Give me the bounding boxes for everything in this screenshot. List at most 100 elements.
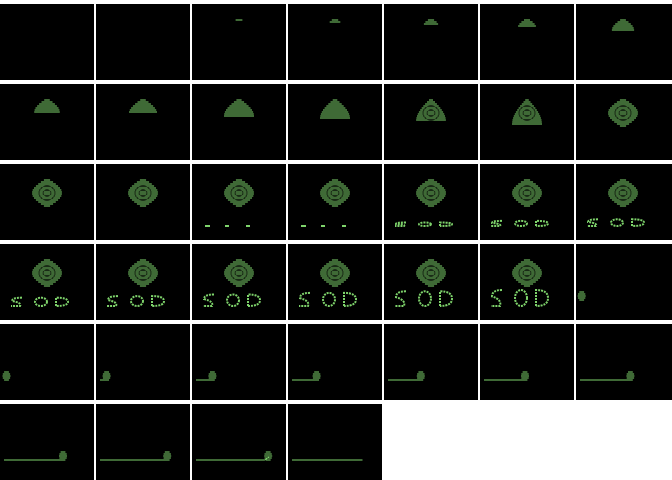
frame-canvas bbox=[388, 371, 425, 381]
animation-frame bbox=[576, 324, 672, 400]
animation-frame bbox=[288, 324, 382, 400]
frame-canvas bbox=[129, 99, 157, 113]
orb-sprite bbox=[320, 179, 350, 207]
orb-sprite bbox=[320, 99, 350, 119]
frame-canvas bbox=[611, 19, 635, 31]
frame-canvas bbox=[4, 451, 67, 461]
letters-sprite bbox=[10, 296, 70, 307]
ball-sprite bbox=[208, 371, 217, 381]
orb-sprite bbox=[32, 259, 62, 287]
letters-sprite bbox=[490, 219, 550, 227]
animation-frame bbox=[480, 244, 574, 320]
animation-frame bbox=[96, 324, 190, 400]
animation-frame bbox=[384, 164, 478, 240]
animation-frame bbox=[0, 404, 94, 480]
ball-sprite bbox=[577, 291, 586, 301]
orb-sprite bbox=[320, 259, 350, 287]
frame-canvas bbox=[608, 99, 638, 127]
animation-frame bbox=[96, 404, 190, 480]
orb-sprite bbox=[416, 259, 446, 287]
frame-canvas bbox=[298, 259, 358, 307]
animation-frame bbox=[384, 324, 478, 400]
orb-sprite bbox=[329, 19, 341, 23]
frame-canvas bbox=[292, 371, 321, 381]
frame-canvas bbox=[484, 371, 529, 381]
orb-sprite bbox=[512, 259, 542, 287]
frame-canvas bbox=[10, 259, 70, 307]
ball-sprite bbox=[59, 451, 67, 461]
orb-sprite bbox=[512, 99, 542, 125]
animation-frame bbox=[480, 324, 574, 400]
frame-canvas bbox=[394, 259, 454, 307]
frame-canvas bbox=[518, 19, 536, 27]
animation-frame bbox=[480, 4, 574, 80]
animation-frame bbox=[480, 84, 574, 160]
orb-sprite bbox=[224, 179, 254, 207]
orb-sprite bbox=[32, 179, 62, 207]
animation-frame bbox=[96, 84, 190, 160]
letters-sprite bbox=[394, 290, 454, 307]
frame-canvas bbox=[580, 371, 635, 381]
orb-sprite bbox=[512, 179, 542, 207]
animation-frame bbox=[0, 164, 94, 240]
frame-canvas bbox=[301, 179, 350, 227]
animation-frame bbox=[288, 164, 382, 240]
ball-sprite bbox=[626, 371, 635, 381]
letters-sprite bbox=[106, 295, 166, 308]
frame-canvas bbox=[96, 4, 190, 80]
frame-canvas bbox=[100, 371, 111, 381]
frame-canvas bbox=[416, 99, 446, 121]
ball-sprite bbox=[2, 371, 11, 381]
frame-canvas bbox=[100, 451, 172, 461]
animation-frame bbox=[384, 4, 478, 80]
frame-canvas bbox=[292, 459, 363, 461]
animation-frame bbox=[192, 84, 286, 160]
animation-frame bbox=[192, 324, 286, 400]
animation-frame bbox=[192, 244, 286, 320]
orb-sprite bbox=[608, 99, 638, 127]
animation-frame bbox=[384, 244, 478, 320]
frame-canvas bbox=[196, 451, 273, 461]
animation-frame bbox=[576, 164, 672, 240]
frame-canvas bbox=[320, 99, 350, 119]
letters-sprite bbox=[394, 221, 454, 228]
animation-frame bbox=[0, 84, 94, 160]
animation-frame bbox=[96, 164, 190, 240]
frame-canvas bbox=[0, 4, 94, 80]
frame-canvas bbox=[224, 99, 254, 117]
orb-sprite bbox=[129, 99, 157, 113]
frame-canvas bbox=[586, 179, 646, 227]
orb-sprite bbox=[224, 259, 254, 287]
frame-canvas bbox=[106, 259, 166, 308]
animation-frame bbox=[96, 244, 190, 320]
animation-frame bbox=[0, 244, 94, 320]
animation-frame bbox=[0, 4, 94, 80]
animation-frame bbox=[192, 4, 286, 80]
ball-sprite bbox=[521, 371, 529, 381]
frame-canvas bbox=[512, 99, 542, 125]
letters-sprite bbox=[202, 293, 262, 308]
animation-frame bbox=[96, 4, 190, 80]
animation-frame bbox=[0, 324, 94, 400]
frame-canvas bbox=[128, 179, 158, 207]
ball-sprite bbox=[416, 371, 425, 381]
orb-sprite bbox=[518, 19, 536, 27]
animation-frame bbox=[576, 84, 672, 160]
frame-canvas bbox=[205, 179, 254, 227]
frame-canvas bbox=[32, 179, 62, 207]
frame-canvas bbox=[490, 179, 550, 227]
orb-sprite bbox=[128, 259, 158, 287]
animation-frame bbox=[288, 404, 382, 480]
orb-sprite bbox=[423, 19, 439, 25]
letters-sprite bbox=[298, 291, 358, 307]
frame-canvas bbox=[34, 99, 60, 113]
frame-canvas bbox=[196, 371, 217, 381]
letters-sprite bbox=[586, 218, 646, 227]
ball-sprite bbox=[264, 451, 273, 461]
animation-frame bbox=[480, 164, 574, 240]
orb-sprite bbox=[416, 179, 446, 207]
animation-frame bbox=[192, 164, 286, 240]
frame-canvas bbox=[577, 291, 586, 301]
ball-sprite bbox=[312, 371, 321, 381]
ball-sprite bbox=[163, 451, 172, 461]
